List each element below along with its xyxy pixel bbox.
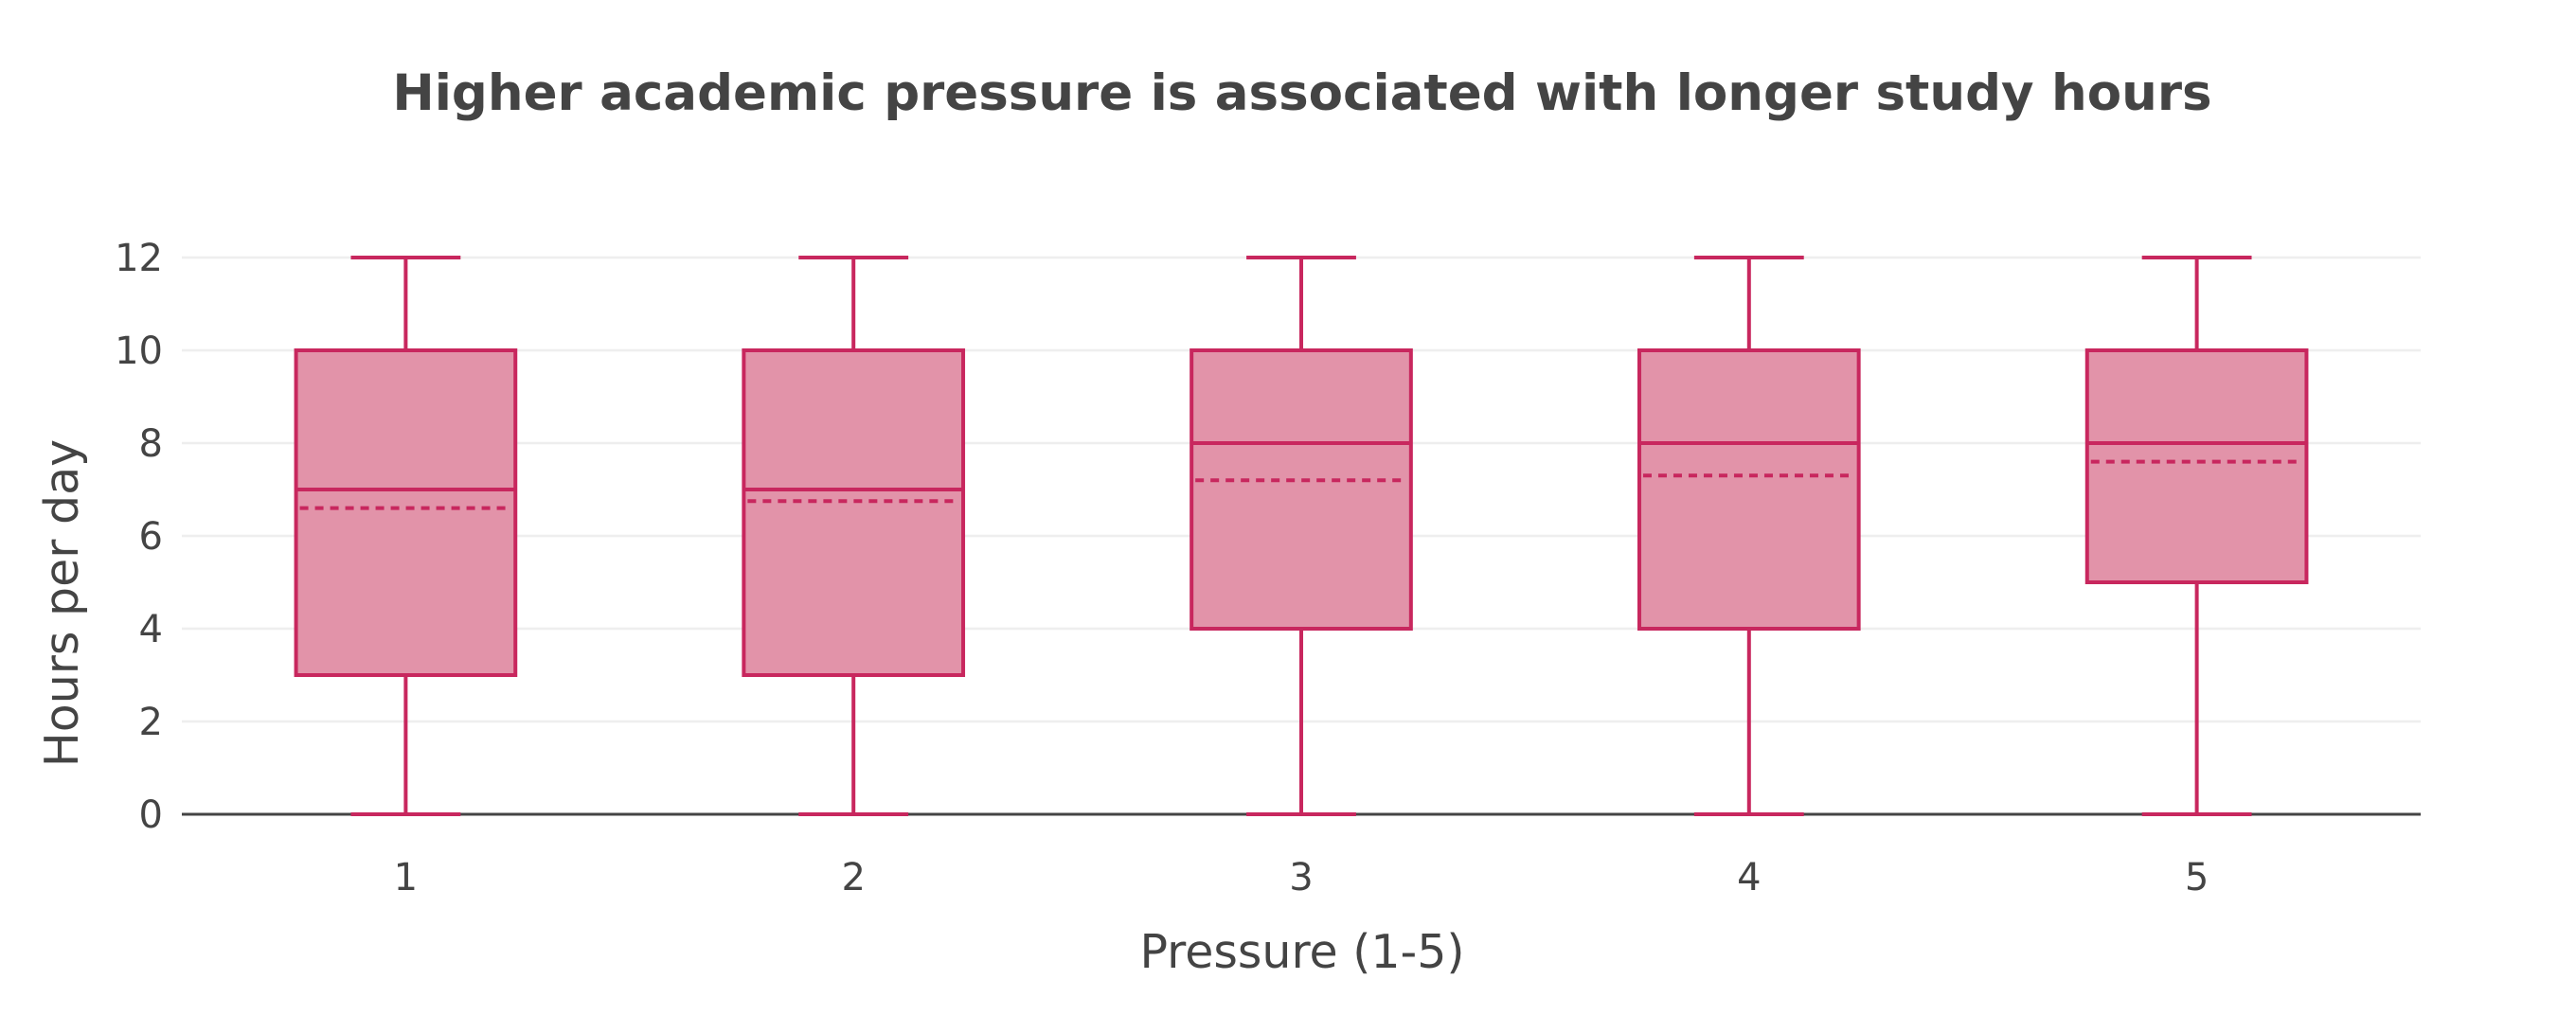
- box-body: [2084, 348, 2309, 584]
- box-1: [294, 256, 518, 816]
- y-tick-label-4: 4: [139, 608, 163, 651]
- x-tick-label-1: 1: [394, 856, 418, 899]
- box-2: [742, 256, 966, 816]
- y-tick-label-6: 6: [139, 515, 163, 559]
- y-tick-label-8: 8: [139, 422, 163, 466]
- x-tick-label-5: 5: [2185, 856, 2209, 899]
- box-body: [294, 348, 518, 677]
- box-3: [1190, 256, 1413, 816]
- box-4: [1637, 256, 1861, 816]
- x-tick-label-3: 3: [1289, 856, 1313, 899]
- box-body: [1637, 348, 1861, 631]
- box-5: [2084, 256, 2309, 816]
- y-axis-title: Hours per day: [35, 439, 89, 767]
- x-tick-label-2: 2: [841, 856, 865, 899]
- y-axis-ticks: 0 2 4 6 8 10 12: [115, 237, 163, 837]
- x-axis-title: Pressure (1-5): [1139, 925, 1464, 979]
- y-tick-label-2: 2: [139, 701, 163, 744]
- chart-title: Higher academic pressure is associated w…: [392, 64, 2211, 122]
- y-tick-label-12: 12: [115, 237, 163, 280]
- box-series: [294, 256, 2309, 816]
- box-body: [742, 348, 966, 677]
- x-tick-label-4: 4: [1737, 856, 1761, 899]
- y-tick-label-10: 10: [115, 329, 163, 373]
- box-body: [1190, 348, 1413, 631]
- x-axis-ticks: 1 2 3 4 5: [394, 856, 2209, 899]
- y-tick-label-0: 0: [139, 793, 163, 837]
